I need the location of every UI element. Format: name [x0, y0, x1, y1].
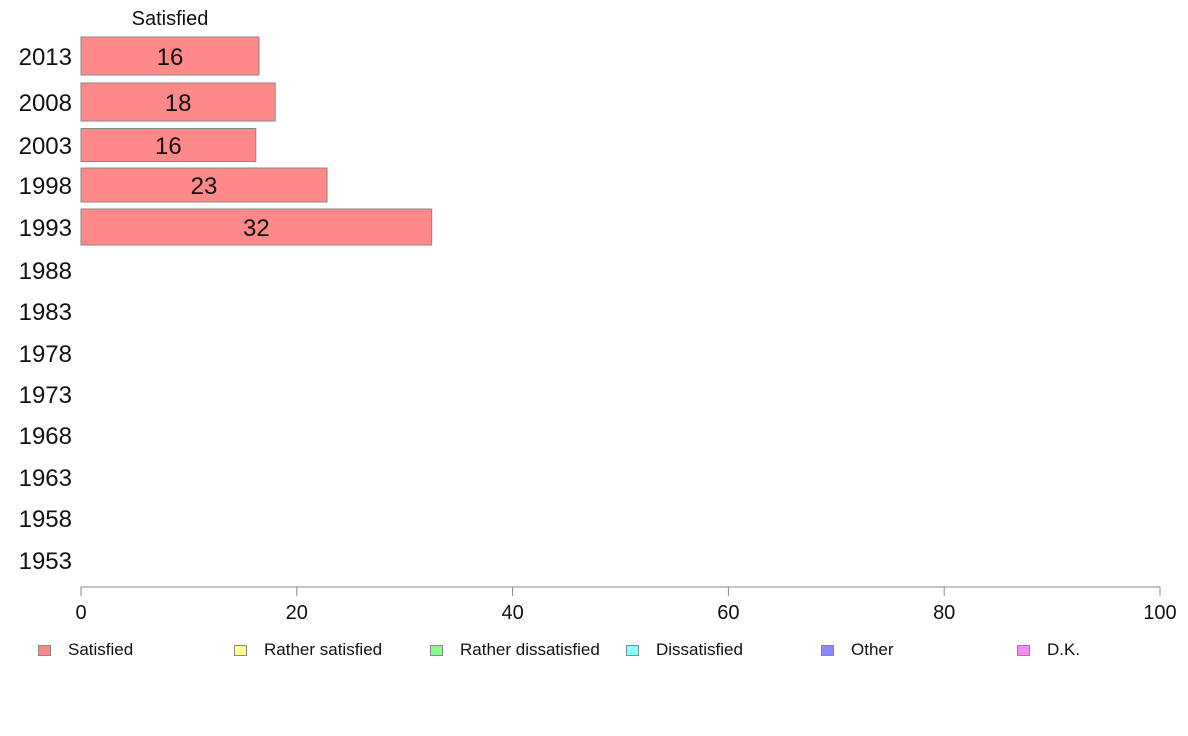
category-label-1958: 1958: [19, 506, 72, 533]
bar-2003: [80, 128, 257, 162]
category-label-1953: 1953: [19, 548, 72, 575]
legend-item-4: Other: [821, 638, 894, 662]
x-tick-label-80: 80: [933, 602, 955, 624]
legend-swatch: [1017, 644, 1030, 656]
legend-item-2: Rather dissatisfied: [430, 638, 600, 662]
bars: 16 18 16 23 32: [80, 36, 433, 246]
legend-item-3: Dissatisfied: [626, 638, 743, 662]
bar-value-label-1998: 23: [191, 173, 218, 200]
bar-value-label-2003: 16: [155, 133, 182, 160]
legend-label: D.K.: [1047, 640, 1081, 659]
bar-1998: [80, 167, 328, 203]
legend-swatch: [626, 644, 639, 656]
category-label-1988: 1988: [19, 258, 72, 285]
category-label-2003: 2003: [19, 133, 72, 160]
category-label-1963: 1963: [19, 465, 72, 492]
category-labels: 2013 2008 2003 1998 1993 1988 1983 1978 1973 1968…: [19, 44, 72, 575]
legend-item-0: Satisfied: [38, 638, 133, 662]
category-label-1983: 1983: [19, 299, 72, 326]
legend-swatch: [234, 644, 247, 656]
x-tick-label-0: 0: [75, 602, 86, 624]
legend-label: Rather dissatisfied: [460, 640, 600, 659]
bar-1993: [80, 208, 433, 246]
legend-label: Dissatisfied: [656, 640, 743, 659]
category-label-2008: 2008: [19, 90, 72, 117]
column-header: Satisfied: [132, 8, 209, 30]
category-label-1973: 1973: [19, 382, 72, 409]
category-label-1998: 1998: [19, 173, 72, 200]
x-tick-label-100: 100: [1143, 602, 1176, 624]
legend-swatch: [821, 644, 834, 656]
legend-swatch: [38, 644, 51, 656]
bar-2013: [80, 36, 260, 76]
legend-label: Satisfied: [68, 640, 134, 659]
x-axis: 0 20 40 60 80 100: [75, 586, 1177, 624]
bar-value-label-2013: 16: [157, 44, 184, 71]
bar-value-label-1993: 32: [243, 215, 270, 242]
legend-swatch: [430, 644, 443, 656]
legend-label: Rather satisfied: [264, 640, 383, 659]
x-tick-label-20: 20: [286, 602, 308, 624]
legend-item-1: Rather satisfied: [234, 638, 382, 662]
legend-label: Other: [851, 640, 894, 659]
category-label-1968: 1968: [19, 423, 72, 450]
bar-value-label-2008: 18: [165, 90, 192, 117]
legend: Satisfied Rather satisfied Rather dissatis…: [0, 638, 1188, 662]
x-tick-label-40: 40: [501, 602, 523, 624]
category-label-1978: 1978: [19, 341, 72, 368]
legend-item-5: D.K.: [1017, 638, 1080, 662]
category-label-2013: 2013: [19, 44, 72, 71]
category-label-1993: 1993: [19, 215, 72, 242]
bar-2008: [80, 82, 276, 122]
x-tick-label-60: 60: [717, 602, 739, 624]
